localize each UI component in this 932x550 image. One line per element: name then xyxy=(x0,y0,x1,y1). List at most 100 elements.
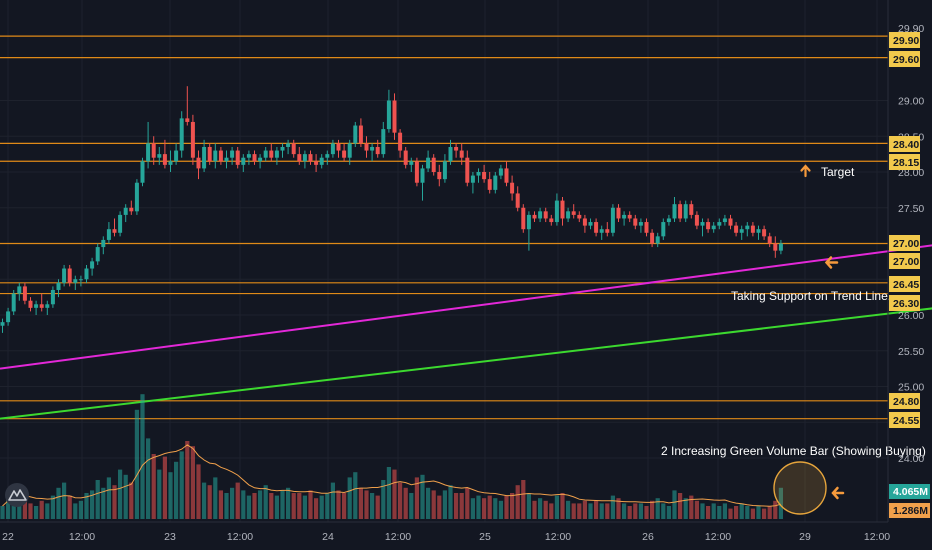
candle-body xyxy=(420,168,425,183)
candle-body xyxy=(482,172,487,180)
volume-bar xyxy=(62,482,67,519)
volume-bar xyxy=(638,503,643,519)
candle-body xyxy=(554,200,559,223)
volume-ma-tag xyxy=(889,503,930,518)
volume-bar xyxy=(745,506,750,519)
time-tick-label: 26 xyxy=(642,531,654,543)
volume-bar xyxy=(426,487,431,519)
candle-body xyxy=(465,157,470,183)
candle-body xyxy=(767,236,772,244)
price-tick-label: 29.00 xyxy=(898,96,924,108)
volume-bar xyxy=(213,477,218,519)
candle-body xyxy=(112,229,117,233)
candle-body xyxy=(773,243,778,251)
candle-body xyxy=(398,132,403,151)
volume-bar xyxy=(45,503,50,519)
price-level-tag-label: 26.45 xyxy=(893,279,919,291)
tradingview-logo[interactable] xyxy=(5,483,29,507)
volume-bar xyxy=(678,493,683,519)
volume-bar xyxy=(476,495,481,519)
volume-bar xyxy=(700,503,705,519)
volume-bar xyxy=(0,506,5,519)
volume-bar xyxy=(398,482,403,519)
volume-bar xyxy=(297,493,302,519)
volume-bar xyxy=(666,506,671,519)
candle-body xyxy=(34,304,39,308)
volume-ma-tag-label: 1.286M xyxy=(893,505,928,517)
time-axis[interactable]: 22 12:00 23 12:00 24 12:00 25 12:00 26 12:00 29 12:… xyxy=(0,521,890,543)
candle-body xyxy=(706,222,711,230)
candle-body xyxy=(560,200,565,219)
time-tick-label: 12:00 xyxy=(227,531,253,543)
volume-bar xyxy=(750,508,755,519)
candle-body xyxy=(683,204,688,219)
volume-bar xyxy=(101,487,106,519)
lower-trend-line[interactable] xyxy=(0,297,932,420)
volume-bar xyxy=(655,498,660,519)
volume-bar xyxy=(291,493,296,519)
volume-bar xyxy=(112,485,117,519)
candle-body xyxy=(62,268,67,283)
candle-body xyxy=(101,239,106,248)
volume-bar xyxy=(118,469,123,519)
volume-bar xyxy=(174,461,179,519)
left-arrow-icon xyxy=(831,486,845,500)
volume-bar xyxy=(330,482,335,519)
volume-bar xyxy=(78,500,83,519)
volume-bar xyxy=(465,487,470,519)
candle-body xyxy=(459,150,464,158)
volume-bar xyxy=(767,506,772,519)
price-level-tag-label: 29.60 xyxy=(893,54,919,66)
candle-body xyxy=(302,154,307,162)
candle-body xyxy=(190,121,195,158)
volume-bar xyxy=(358,487,363,519)
candle-body xyxy=(269,150,274,158)
candle-body xyxy=(56,282,61,290)
volume-bar xyxy=(448,485,453,519)
candle-body xyxy=(95,247,100,262)
price-tick-label: 25.00 xyxy=(898,382,924,394)
candle-body xyxy=(745,225,750,230)
volume-bar xyxy=(269,493,274,519)
candle-body xyxy=(50,289,55,305)
volume-bar xyxy=(627,506,632,519)
price-level-tag-label: 28.40 xyxy=(893,139,919,151)
volume-bar xyxy=(151,454,156,519)
volume-bar xyxy=(694,500,699,519)
candle-body xyxy=(17,286,22,294)
volume-bar xyxy=(594,500,599,519)
candle-body xyxy=(347,143,352,158)
candle-body xyxy=(151,143,156,158)
candle-body xyxy=(510,182,515,194)
candle-body xyxy=(599,229,604,233)
volume-bar xyxy=(252,493,257,519)
trend-lines xyxy=(0,233,932,420)
volume-bar xyxy=(353,472,358,519)
candle-body xyxy=(638,222,643,226)
volume-bar xyxy=(605,503,610,519)
candle-body xyxy=(487,179,492,190)
candle-body xyxy=(129,207,134,212)
volume-bar xyxy=(319,495,324,519)
candle-body xyxy=(734,225,739,233)
candle-body xyxy=(319,157,324,165)
volume-bar xyxy=(314,498,319,519)
upper-trend-line[interactable] xyxy=(0,233,932,370)
candle-body xyxy=(414,161,419,183)
volume-bar xyxy=(22,498,27,519)
volume-bar xyxy=(129,482,134,519)
volume-bar xyxy=(470,498,475,519)
price-tick-label: 24.00 xyxy=(898,453,924,465)
grid xyxy=(0,0,888,522)
volume-bar xyxy=(689,495,694,519)
candle-body xyxy=(627,214,632,219)
volume-bar xyxy=(6,495,11,519)
price-tick-label: 26.00 xyxy=(898,310,924,322)
candle-body xyxy=(28,300,33,308)
volume-bar xyxy=(599,503,604,519)
candle-body xyxy=(241,157,246,165)
time-tick-label: 24 xyxy=(322,531,334,543)
candle-body xyxy=(123,207,128,215)
candle-body xyxy=(711,225,716,230)
